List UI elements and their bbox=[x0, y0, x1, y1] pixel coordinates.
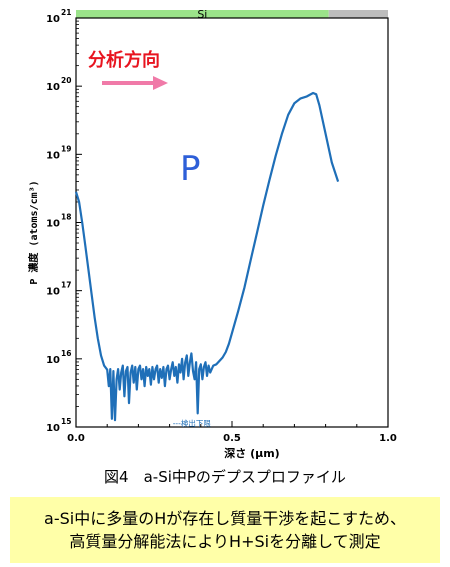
y-tick-base: 10 bbox=[46, 423, 60, 434]
detection-limit-label: ---検出下限 bbox=[173, 418, 212, 428]
y-tick-base: 10 bbox=[46, 150, 60, 161]
y-tick-exponent: 18 bbox=[61, 213, 71, 222]
y-tick-exponent: 16 bbox=[61, 349, 71, 358]
note-box: a-Si中に多量のHが存在し質量干渉を起こすため、 高質量分解能法によりH+Si… bbox=[10, 497, 440, 563]
y-tick-base: 10 bbox=[46, 219, 60, 230]
y-tick-base: 10 bbox=[46, 82, 60, 93]
series-big-label: P bbox=[180, 149, 201, 189]
note-line-2: 高質量分解能法によりH+Siを分離して測定 bbox=[69, 532, 381, 551]
y-tick-base: 10 bbox=[46, 287, 60, 298]
y-tick-exponent: 17 bbox=[61, 281, 71, 290]
y-tick-exponent: 21 bbox=[61, 8, 71, 17]
si-layer-bar bbox=[76, 10, 329, 18]
x-tick-label: 0.0 bbox=[67, 433, 85, 444]
y-tick-exponent: 15 bbox=[61, 417, 71, 426]
depth-profile-chart: Si 0.0 0.5 1.0 102110201019101810171016101… bbox=[27, 8, 397, 460]
x-axis-title: 深さ (μm) bbox=[224, 446, 279, 460]
analysis-direction-label: 分析方向 bbox=[88, 49, 160, 71]
substrate-layer-bar bbox=[328, 10, 388, 18]
x-tick-label: 0.5 bbox=[223, 433, 241, 444]
y-tick-exponent: 19 bbox=[61, 144, 71, 153]
x-axis-ticks: 0.0 0.5 1.0 bbox=[67, 421, 397, 444]
analysis-direction-arrow-icon bbox=[102, 76, 168, 90]
layer-bar-label: Si bbox=[197, 8, 207, 21]
note-line-1: a-Si中に多量のHが存在し質量干渉を起こすため、 bbox=[44, 509, 406, 528]
p-concentration-line bbox=[74, 91, 340, 422]
y-tick-exponent: 20 bbox=[61, 76, 71, 85]
x-tick-label: 1.0 bbox=[379, 433, 397, 444]
y-tick-base: 10 bbox=[46, 14, 60, 25]
y-axis-title: P 濃度 (atoms/cm³) bbox=[27, 180, 40, 284]
figure-caption: 図4 a-Si中Pのデプスプロファイル bbox=[104, 468, 346, 486]
y-tick-base: 10 bbox=[46, 355, 60, 366]
arrow-head bbox=[153, 76, 168, 90]
